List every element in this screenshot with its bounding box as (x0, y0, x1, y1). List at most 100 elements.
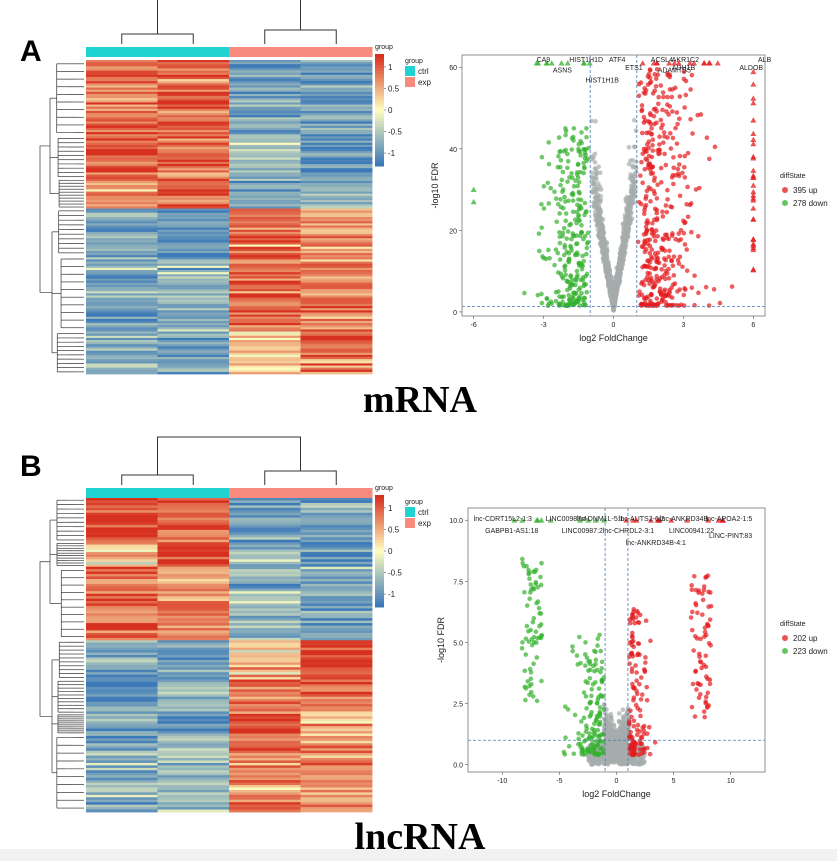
heat-cell (229, 62, 301, 65)
point-up (650, 148, 656, 153)
point-up (705, 690, 711, 696)
legend-title-group: group (375, 485, 393, 492)
point-down (598, 669, 603, 675)
heat-cell (86, 647, 158, 651)
point-down (569, 277, 575, 283)
heat-cell (300, 630, 373, 634)
heat-cell (157, 93, 230, 97)
heat-cell (86, 701, 158, 705)
point-down (560, 189, 565, 195)
point-up (682, 175, 688, 180)
heat-cell (300, 104, 373, 108)
heat-cell (229, 797, 301, 801)
heat-cell (300, 696, 373, 700)
heat-cell (300, 549, 373, 553)
point-up (635, 722, 641, 728)
heat-cell (86, 642, 158, 646)
heat-cell (229, 652, 301, 656)
y-tick-label: 0 (453, 310, 457, 317)
point-ns (629, 177, 634, 183)
heat-cell (86, 767, 158, 771)
heat-cell (157, 510, 230, 514)
heat-cell (229, 278, 301, 282)
heat-cell (86, 187, 158, 190)
heat-cell (229, 212, 301, 216)
heat-cell (157, 261, 230, 265)
heat-cell (86, 753, 158, 756)
point-down (570, 644, 575, 649)
heat-cell (157, 799, 230, 803)
heat-cell (86, 81, 158, 84)
point-down (545, 180, 551, 186)
heat-cell (86, 770, 158, 774)
point-up (703, 653, 709, 659)
heat-cell (229, 807, 301, 810)
heat-cell (157, 593, 230, 597)
heat-cell (157, 217, 230, 220)
group-bar-ctrl (86, 47, 158, 57)
heat-cell (86, 180, 158, 184)
heat-cell (86, 159, 158, 163)
point-down (557, 234, 563, 240)
heat-cell (300, 770, 373, 774)
point-up (640, 279, 645, 285)
heat-cell (86, 369, 158, 373)
heat-cell (86, 255, 158, 258)
heat-cell (86, 529, 158, 533)
heat-cell (157, 718, 230, 722)
point-down (580, 733, 585, 738)
point-up (681, 164, 687, 170)
heat-cell (300, 344, 373, 347)
point-up (650, 170, 656, 176)
heat-cell (229, 303, 301, 307)
heat-cell (157, 320, 230, 324)
heat-cell (157, 770, 230, 774)
point-down (567, 222, 572, 228)
point-up (654, 217, 660, 223)
heat-cell (229, 642, 301, 646)
heat-cell (86, 274, 158, 277)
color-scale-step (375, 110, 384, 114)
heat-cell (86, 359, 158, 362)
heat-cell (300, 615, 373, 619)
heat-cell (229, 119, 301, 122)
point-ns (624, 225, 629, 231)
point-up (633, 615, 639, 620)
heat-cell (86, 601, 158, 604)
heat-cell (86, 777, 158, 781)
heat-cell (157, 713, 230, 717)
heat-cell (300, 369, 373, 373)
x-tick-label: -3 (540, 322, 546, 329)
heat-cell (229, 745, 301, 749)
heat-cell (300, 760, 373, 764)
point-down (553, 247, 559, 252)
point-up (685, 214, 691, 220)
point-up (696, 651, 702, 657)
heat-cell (229, 647, 301, 651)
heat-cell (86, 301, 158, 305)
heat-cell (86, 588, 158, 592)
heat-cell (86, 797, 158, 801)
heat-cell (229, 750, 301, 754)
point-ns (616, 266, 621, 272)
heat-cell (300, 359, 373, 362)
heat-cell (86, 278, 158, 282)
point-up (669, 285, 674, 291)
point-ns (616, 262, 622, 268)
point-down (566, 292, 572, 298)
heat-cell (300, 223, 373, 226)
heat-cell (229, 547, 301, 550)
gene-label: ATF4 (609, 57, 626, 64)
heat-cell (229, 287, 301, 290)
heat-cell (157, 561, 230, 565)
point-ns (598, 170, 603, 176)
point-up (648, 167, 653, 173)
heat-cell (300, 157, 373, 161)
point-up (637, 289, 642, 294)
heat-cell (157, 193, 230, 197)
heat-cell (229, 263, 301, 267)
heat-cell (86, 635, 158, 639)
heat-cell (86, 236, 158, 239)
heat-cell (300, 755, 373, 759)
heat-cell (86, 780, 158, 783)
